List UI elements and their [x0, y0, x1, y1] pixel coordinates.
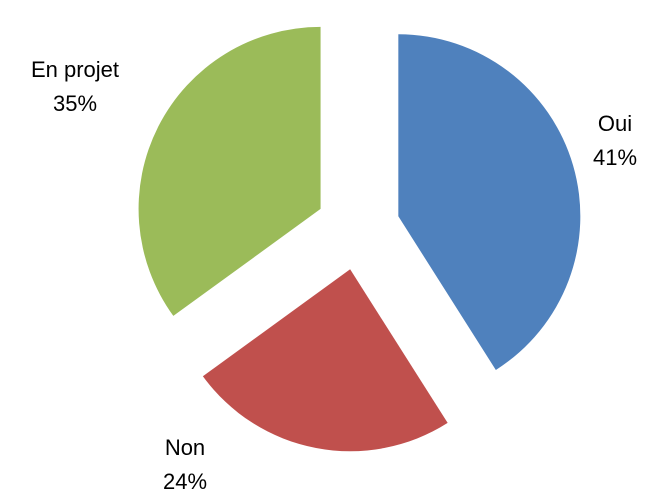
pie-slice	[138, 26, 321, 316]
pie-slice	[398, 34, 581, 370]
slice-label: En projet	[31, 57, 119, 82]
slice-label: Non	[165, 435, 205, 460]
slice-value-label: 41%	[593, 145, 637, 170]
slice-value-label: 24%	[163, 469, 207, 494]
slice-label: Oui	[598, 111, 632, 136]
slice-value-label: 35%	[53, 91, 97, 116]
pie-slice	[202, 269, 448, 452]
